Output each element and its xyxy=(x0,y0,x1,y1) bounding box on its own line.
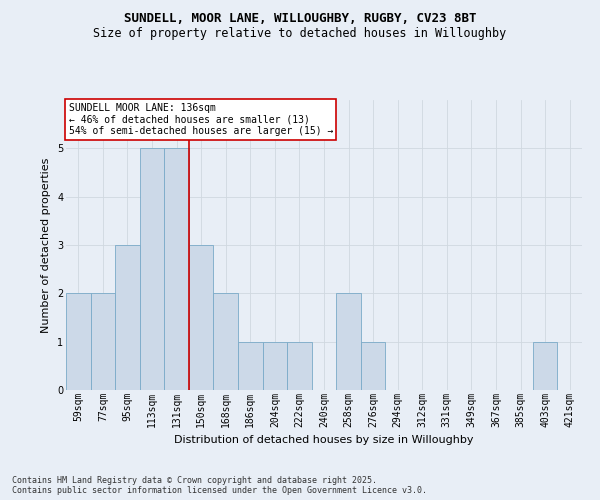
Bar xyxy=(140,148,164,390)
Bar xyxy=(336,294,361,390)
Bar xyxy=(287,342,312,390)
Bar xyxy=(263,342,287,390)
Bar xyxy=(214,294,238,390)
Text: SUNDELL, MOOR LANE, WILLOUGHBY, RUGBY, CV23 8BT: SUNDELL, MOOR LANE, WILLOUGHBY, RUGBY, C… xyxy=(124,12,476,26)
Bar xyxy=(361,342,385,390)
Text: Contains HM Land Registry data © Crown copyright and database right 2025.
Contai: Contains HM Land Registry data © Crown c… xyxy=(12,476,427,495)
Bar xyxy=(164,148,189,390)
Bar xyxy=(189,245,214,390)
Bar xyxy=(115,245,140,390)
Bar xyxy=(533,342,557,390)
Bar xyxy=(66,294,91,390)
Bar xyxy=(91,294,115,390)
Text: Size of property relative to detached houses in Willoughby: Size of property relative to detached ho… xyxy=(94,28,506,40)
X-axis label: Distribution of detached houses by size in Willoughby: Distribution of detached houses by size … xyxy=(174,435,474,445)
Bar xyxy=(238,342,263,390)
Text: SUNDELL MOOR LANE: 136sqm
← 46% of detached houses are smaller (13)
54% of semi-: SUNDELL MOOR LANE: 136sqm ← 46% of detac… xyxy=(68,103,333,136)
Y-axis label: Number of detached properties: Number of detached properties xyxy=(41,158,52,332)
